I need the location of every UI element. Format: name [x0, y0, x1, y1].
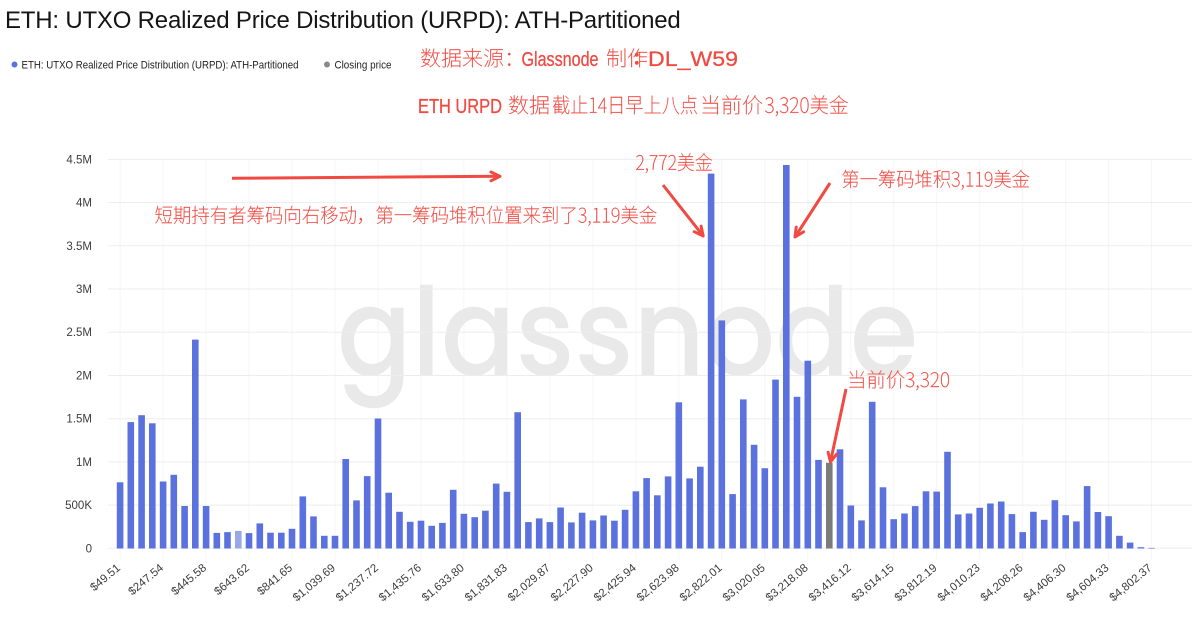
svg-text:ETH: UTXO Realized Price Distr: ETH: UTXO Realized Price Distribution (U…	[22, 60, 299, 72]
svg-text:Glassnode: Glassnode	[522, 48, 599, 71]
svg-text:3M: 3M	[76, 284, 92, 296]
svg-text:0: 0	[86, 543, 92, 555]
svg-text:$1,831.83: $1,831.83	[463, 562, 510, 604]
svg-text:4.5M: 4.5M	[66, 154, 92, 166]
svg-text:1.5M: 1.5M	[66, 414, 92, 426]
svg-text:$2,623.98: $2,623.98	[635, 562, 682, 604]
svg-text:$1,039.69: $1,039.69	[291, 562, 338, 604]
svg-text:$4,208.26: $4,208.26	[979, 562, 1026, 604]
svg-text:$247.54: $247.54	[126, 562, 166, 598]
svg-text:3.5M: 3.5M	[66, 241, 92, 253]
svg-text:$4,802.37: $4,802.37	[1108, 562, 1155, 604]
svg-text:$2,425.94: $2,425.94	[592, 562, 639, 604]
svg-text:2M: 2M	[76, 371, 92, 383]
svg-text:$4,406.30: $4,406.30	[1022, 562, 1069, 604]
svg-text:$4,604.33: $4,604.33	[1065, 562, 1112, 604]
svg-text:1M: 1M	[76, 457, 92, 469]
svg-text:$1,237.72: $1,237.72	[334, 562, 381, 604]
svg-text:$2,227.90: $2,227.90	[549, 562, 596, 604]
svg-text:$1,435.76: $1,435.76	[377, 562, 424, 604]
svg-text:Closing price: Closing price	[335, 60, 392, 72]
svg-text:$2,029.87: $2,029.87	[506, 562, 553, 604]
svg-text:$3,218.08: $3,218.08	[764, 562, 811, 604]
svg-text:DL_W59: DL_W59	[648, 48, 738, 71]
svg-text:$4,010.23: $4,010.23	[936, 562, 983, 604]
svg-text:ETH URPD: ETH URPD	[418, 95, 502, 118]
svg-text:500K: 500K	[65, 500, 92, 512]
svg-text:4M: 4M	[76, 198, 92, 210]
svg-text:$3,614.15: $3,614.15	[850, 562, 897, 604]
svg-text:$643.62: $643.62	[212, 562, 252, 598]
svg-text:$1,633.80: $1,633.80	[420, 562, 467, 604]
svg-text:$49.51: $49.51	[88, 562, 123, 594]
svg-text:2.5M: 2.5M	[66, 327, 92, 339]
svg-text:$3,020.05: $3,020.05	[721, 562, 768, 604]
svg-text:$3,416.12: $3,416.12	[807, 562, 854, 604]
svg-text:$3,812.19: $3,812.19	[893, 562, 940, 604]
svg-text:$841.65: $841.65	[255, 562, 295, 598]
svg-text:$2,822.01: $2,822.01	[678, 562, 725, 604]
svg-text:$445.58: $445.58	[169, 562, 209, 598]
